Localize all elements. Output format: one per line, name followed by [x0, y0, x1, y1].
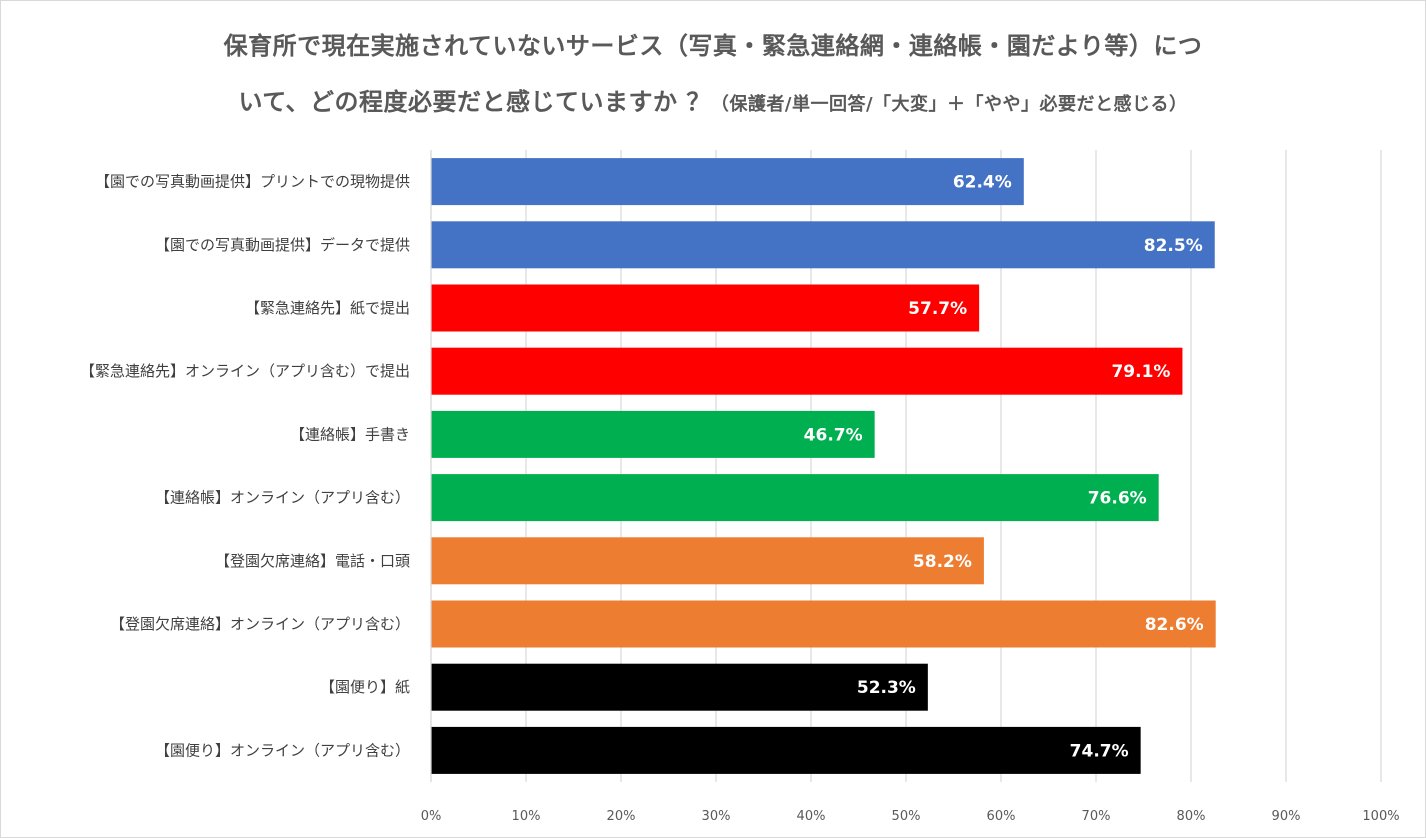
x-tick-label: 20%: [607, 809, 636, 824]
category-label: 【登園欠席連絡】オンライン（アプリ含む）: [110, 615, 410, 633]
category-label: 【緊急連絡先】紙で提出: [245, 299, 410, 317]
bar: [431, 158, 1024, 206]
x-tick-label: 30%: [702, 809, 731, 824]
chart-title-line1: 保育所で現在実施されていないサービス（写真・緊急連絡網・連絡帳・園だより等）につ: [223, 32, 1203, 60]
x-tick-label: 70%: [1082, 809, 1111, 824]
data-label: 58.2%: [913, 552, 972, 572]
x-tick-label: 40%: [797, 809, 826, 824]
data-label: 57.7%: [908, 299, 967, 319]
data-label: 82.5%: [1144, 236, 1203, 256]
data-label: 62.4%: [953, 173, 1012, 193]
category-label: 【緊急連絡先】オンライン（アプリ含む）で提出: [80, 362, 410, 380]
bar: [431, 537, 984, 585]
x-tick-label: 10%: [512, 809, 541, 824]
x-tick-label: 0%: [421, 809, 442, 824]
x-tick-label: 100%: [1362, 809, 1399, 824]
category-label: 【連絡帳】オンライン（アプリ含む）: [155, 489, 410, 507]
bar: [431, 726, 1141, 774]
bar: [431, 284, 980, 332]
data-label: 76.6%: [1088, 489, 1147, 509]
chart-subtitle: （保護者/単一回答/「大変」＋「やや」必要だと感じる）: [710, 94, 1188, 115]
x-tick-label: 90%: [1272, 809, 1301, 824]
bar: [431, 410, 875, 458]
category-label: 【園での写真動画提供】データで提供: [155, 236, 410, 254]
data-label: 46.7%: [804, 425, 863, 445]
category-label: 【園便り】紙: [320, 678, 410, 696]
category-label: 【登園欠席連絡】電話・口頭: [215, 552, 410, 570]
category-label: 【連絡帳】手書き: [290, 425, 410, 443]
bar: [431, 347, 1183, 395]
x-tick-label: 80%: [1177, 809, 1206, 824]
chart-title-line2: いて、どの程度必要だと感じていますか ？（保護者/単一回答/「大変」＋「やや」必…: [0, 82, 1426, 117]
x-tick-label: 60%: [987, 809, 1016, 824]
data-label: 79.1%: [1111, 362, 1170, 382]
category-label: 【園便り】オンライン（アプリ含む）: [155, 741, 410, 759]
bar: [431, 663, 928, 711]
data-label: 82.6%: [1145, 615, 1204, 635]
data-label: 52.3%: [857, 678, 916, 698]
data-label: 74.7%: [1070, 741, 1129, 761]
bar: [431, 474, 1159, 522]
category-label: 【園での写真動画提供】プリントでの現物提供: [95, 173, 410, 191]
bar: [431, 221, 1215, 269]
x-tick-label: 50%: [892, 809, 921, 824]
chart-title-line2-text: いて、どの程度必要だと感じていますか ？: [238, 88, 711, 116]
bar: [431, 600, 1216, 648]
